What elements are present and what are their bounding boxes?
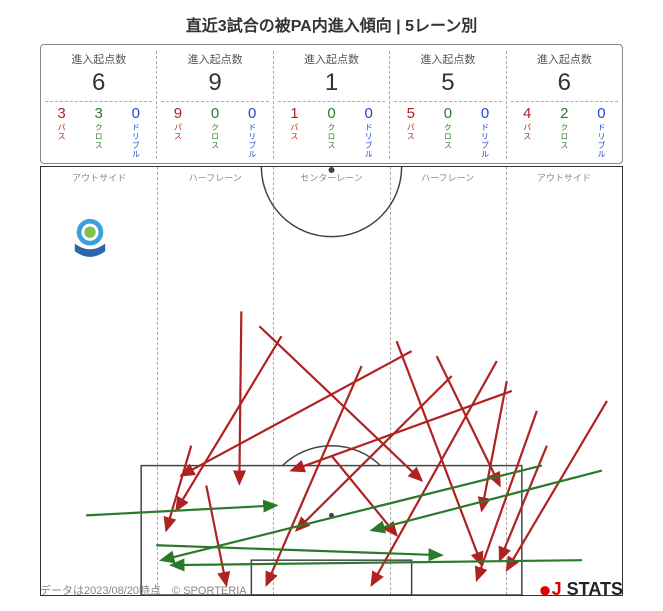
pitch-svg: [41, 167, 622, 595]
cross-value: 0: [211, 106, 219, 121]
footer: データは2023/08/20時点 © SPORTERIA ●J STATS: [0, 577, 663, 603]
lane-stat-label: 進入起点数: [45, 51, 152, 67]
jstats-dot-icon: ●: [538, 577, 551, 602]
jstats-logo: ●J STATS: [538, 577, 623, 603]
cross-label: クロス: [559, 123, 570, 150]
lane-stat-label: 進入起点数: [511, 51, 618, 67]
jstats-j: J: [552, 579, 562, 599]
pass-value: 4: [523, 106, 531, 121]
cross-value: 0: [327, 106, 335, 121]
lane-stat-label: 進入起点数: [394, 51, 501, 67]
lane-total: 9: [161, 69, 268, 102]
cross-value: 3: [95, 106, 103, 121]
dribble-value: 0: [248, 106, 256, 121]
cross-label: クロス: [210, 123, 221, 150]
team-crest-icon: [71, 217, 109, 261]
pitch-diagram: アウトサイド ハーフレーン センターレーン ハーフレーン アウトサイド: [40, 166, 623, 596]
lane-total: 6: [45, 69, 152, 102]
chart-title: 直近3試合の被PA内進入傾向 | 5レーン別: [40, 12, 623, 36]
lane-total: 5: [394, 69, 501, 102]
dribble-label: ドリブル: [596, 123, 607, 159]
dribble-value: 0: [132, 106, 140, 121]
pass-label: パス: [172, 123, 183, 141]
dribble-value: 0: [364, 106, 372, 121]
lane-stat-1: 進入起点数 9 9 パス 0 クロス 0 ドリブル: [157, 51, 273, 159]
cross-value: 0: [444, 106, 452, 121]
lane-stat-0: 進入起点数 6 3 パス 3 クロス 0 ドリブル: [41, 51, 157, 159]
lane-total: 1: [278, 69, 385, 102]
lane-stat-label: 進入起点数: [278, 51, 385, 67]
lane-stat-label: 進入起点数: [161, 51, 268, 67]
jstats-rest: STATS: [562, 579, 623, 599]
dribble-label: ドリブル: [363, 123, 374, 159]
pass-label: パス: [289, 123, 300, 141]
pass-value: 5: [407, 106, 415, 121]
lane-total: 6: [511, 69, 618, 102]
pass-value: 1: [290, 106, 298, 121]
cross-label: クロス: [326, 123, 337, 150]
lane-stat-4: 進入起点数 6 4 パス 2 クロス 0 ドリブル: [507, 51, 622, 159]
pass-value: 3: [57, 106, 65, 121]
lane-stat-2: 進入起点数 1 1 パス 0 クロス 0 ドリブル: [274, 51, 390, 159]
footer-credit: データは2023/08/20時点 © SPORTERIA: [40, 582, 247, 598]
dribble-value: 0: [481, 106, 489, 121]
pass-label: パス: [405, 123, 416, 141]
dribble-value: 0: [597, 106, 605, 121]
cross-value: 2: [560, 106, 568, 121]
pass-label: パス: [56, 123, 67, 141]
dribble-label: ドリブル: [130, 123, 141, 159]
lane-stats-row: 進入起点数 6 3 パス 3 クロス 0 ドリブル 進入起点数 9 9 パス 0 クロス …: [40, 44, 623, 164]
pass-value: 9: [174, 106, 182, 121]
cross-label: クロス: [93, 123, 104, 150]
dribble-label: ドリブル: [480, 123, 491, 159]
pass-label: パス: [522, 123, 533, 141]
lane-stat-3: 進入起点数 5 5 パス 0 クロス 0 ドリブル: [390, 51, 506, 159]
cross-label: クロス: [442, 123, 453, 150]
dribble-label: ドリブル: [247, 123, 258, 159]
